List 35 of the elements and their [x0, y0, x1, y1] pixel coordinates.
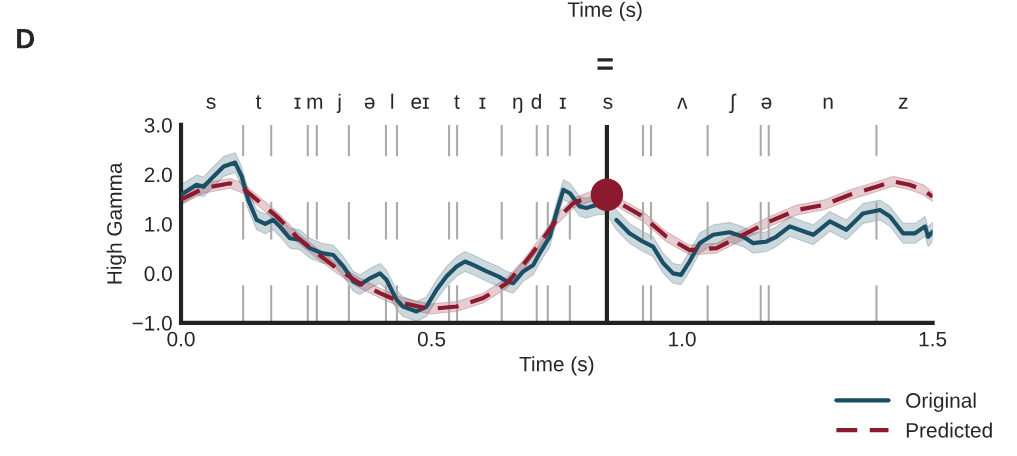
text: Time (s) [567, 1, 642, 22]
text: t [255, 95, 262, 109]
text: eɪ [411, 97, 429, 109]
legend-label: Predicted [906, 422, 992, 438]
y-tick-label: 1.0 [145, 216, 172, 232]
text: ʌ [677, 97, 688, 109]
x-tick-label: 1.5 [919, 331, 947, 347]
legend-label: Original [906, 392, 976, 412]
text: j [336, 93, 341, 114]
x-tick-label: 0.5 [417, 331, 446, 347]
text: ɪ [559, 97, 566, 109]
y-tick-label: 3.0 [144, 117, 172, 133]
text: ʃ [729, 93, 737, 114]
x-tick-label: 1.0 [669, 331, 696, 347]
text: n [823, 97, 833, 109]
text: ɪ [479, 97, 486, 109]
x-tick-label: 0.0 [167, 331, 195, 347]
text: = [597, 58, 613, 70]
text: d [531, 93, 541, 109]
x-axis-title: Time (s) [519, 356, 594, 376]
text: m [307, 97, 323, 109]
y-axis-title: High Gamma [106, 162, 127, 284]
text: s [603, 97, 613, 109]
y-tick-label: −1.0 [132, 315, 172, 331]
text: ə [761, 97, 772, 109]
y-tick-label: 2.0 [144, 167, 172, 183]
y-tick-label: 0.0 [144, 266, 172, 282]
text: ɪ [294, 97, 301, 109]
text: z [898, 97, 908, 109]
text: s [206, 97, 216, 109]
text: D [17, 29, 35, 49]
text: ə [364, 97, 375, 109]
text: l [391, 93, 394, 109]
text: t [454, 95, 460, 109]
text: ŋ [513, 97, 523, 114]
